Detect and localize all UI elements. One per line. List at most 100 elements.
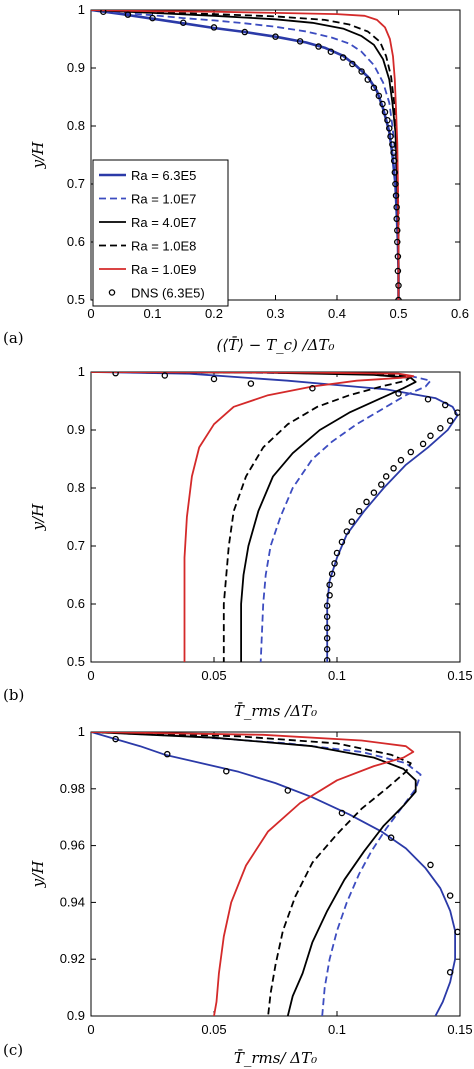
x-tick-label: 0.6 — [451, 306, 469, 321]
dns-marker — [348, 518, 356, 525]
legend-item: Ra = 4.0E7 — [99, 215, 196, 230]
dns-marker — [454, 928, 460, 936]
y-tick-label: 1 — [78, 364, 85, 379]
dns-marker — [397, 456, 405, 464]
panel-b: 0 0.05 0.1 0.15 0.5 0.6 0.7 0.8 0.9 1 T̄_rms /ΔT₀ y… — [3, 364, 473, 720]
legend-label: Ra = 4.0E7 — [131, 215, 196, 230]
dns-marker — [384, 116, 391, 124]
dns-marker — [427, 432, 434, 440]
x-axis-label: (⟨T̄⟩ − T_c) /ΔT₀ — [216, 336, 334, 354]
dns-marker — [390, 149, 397, 156]
x-tick-label: 0 — [87, 306, 94, 321]
legend-item: DNS (6.3E5) — [108, 286, 205, 301]
dns-marker — [164, 750, 171, 758]
dns-marker — [392, 180, 399, 188]
x-tick-label: 0 — [87, 668, 94, 683]
dns-marker — [323, 624, 331, 632]
y-tick-label: 0.8 — [67, 118, 85, 133]
y-tick-label: 0.6 — [67, 596, 85, 611]
dns-marker — [382, 473, 390, 480]
dns-marker — [394, 253, 402, 260]
legend-marker — [108, 289, 116, 296]
dns-marker — [378, 481, 385, 488]
legend-label: Ra = 1.0E9 — [131, 262, 196, 277]
dns-marker — [331, 560, 338, 567]
x-tick-label: 0.1 — [328, 1022, 346, 1037]
x-tick-label: 0.05 — [201, 668, 226, 683]
plot-frame — [90, 371, 461, 663]
dns-marker — [315, 43, 322, 50]
y-tick-label: 0.9 — [67, 422, 85, 437]
dns-marker — [338, 809, 346, 817]
dns-marker — [387, 834, 395, 841]
y-tick-label: 1 — [78, 2, 85, 17]
y-tick-label: 0.9 — [67, 60, 85, 75]
legend-item: Ra = 6.3E5 — [99, 168, 196, 183]
series-ra-1-0e9-line — [91, 10, 400, 300]
x-tick-label: 0.4 — [328, 306, 346, 321]
dns-marker — [326, 581, 333, 589]
legend-label: Ra = 6.3E5 — [131, 168, 196, 183]
y-axis-label: y/H — [29, 503, 47, 532]
dns-marker — [124, 11, 132, 18]
y-tick-label: 1 — [78, 724, 85, 739]
dns-marker — [210, 24, 218, 31]
dns-marker — [391, 169, 399, 176]
dns-marker — [343, 528, 351, 535]
dns-marker — [454, 409, 460, 416]
x-tick-label: 0.2 — [205, 306, 223, 321]
x-axis-label: T̄_rms /ΔT₀ — [234, 702, 317, 720]
dns-marker — [363, 498, 370, 506]
plot-area — [91, 10, 402, 300]
dns-marker — [392, 192, 400, 199]
series-ra-1-0e8-line — [91, 732, 412, 1016]
dns-marker — [446, 969, 454, 976]
dns-marker — [407, 448, 415, 456]
dns-marker — [370, 84, 378, 91]
dns-marker — [386, 125, 393, 132]
panel-a: 0 0.1 0.2 0.3 0.4 0.5 0.6 0.5 0.6 0.7 0.8 0.9 1 (⟨T̄⟩… — [3, 2, 469, 354]
dns-marker — [379, 100, 386, 108]
dns-marker — [272, 33, 279, 40]
dns-marker — [326, 592, 333, 599]
x-tick-label: 0.1 — [143, 306, 161, 321]
y-tick-label: 0.98 — [60, 781, 85, 796]
legend-item: Ra = 1.0E8 — [99, 239, 196, 254]
dns-marker — [394, 238, 401, 246]
x-axis-label: T̄_rms/ ΔT₀ — [234, 1049, 317, 1067]
dns-marker — [395, 296, 402, 300]
dns-marker — [393, 215, 400, 223]
y-tick-label: 0.96 — [60, 838, 85, 853]
dns-marker — [296, 38, 304, 45]
plot-area — [91, 372, 460, 662]
dns-marker — [395, 390, 402, 397]
dns-marker — [333, 549, 341, 557]
y-tick-label: 0.5 — [67, 654, 85, 669]
series-ra-4-0e7-line — [91, 372, 417, 662]
dns-marker — [390, 465, 397, 472]
y-tick-label: 0.92 — [60, 951, 85, 966]
x-tick-label: 0.15 — [447, 668, 472, 683]
y-tick-label: 0.5 — [67, 292, 85, 307]
plot-frame — [90, 731, 461, 1017]
dns-marker — [100, 10, 107, 15]
dns-marker — [112, 372, 119, 377]
panel-label: (a) — [3, 329, 24, 347]
dns-marker — [327, 48, 335, 56]
dns-marker — [323, 634, 331, 642]
dns-marker — [364, 76, 371, 83]
legend-label: Ra = 1.0E7 — [131, 192, 196, 207]
x-tick-label: 0 — [87, 1022, 94, 1037]
x-tick-label: 0.05 — [201, 1022, 226, 1037]
dns-marker — [446, 892, 454, 899]
dns-marker — [427, 861, 434, 869]
dns-marker — [210, 375, 218, 383]
dns-marker — [441, 401, 449, 409]
y-axis-label: y/H — [29, 860, 47, 889]
dns-marker — [179, 19, 187, 27]
dns-marker — [437, 425, 444, 432]
dns-marker — [328, 570, 336, 578]
legend-item: Ra = 1.0E9 — [99, 262, 196, 277]
dns-marker — [424, 396, 432, 403]
